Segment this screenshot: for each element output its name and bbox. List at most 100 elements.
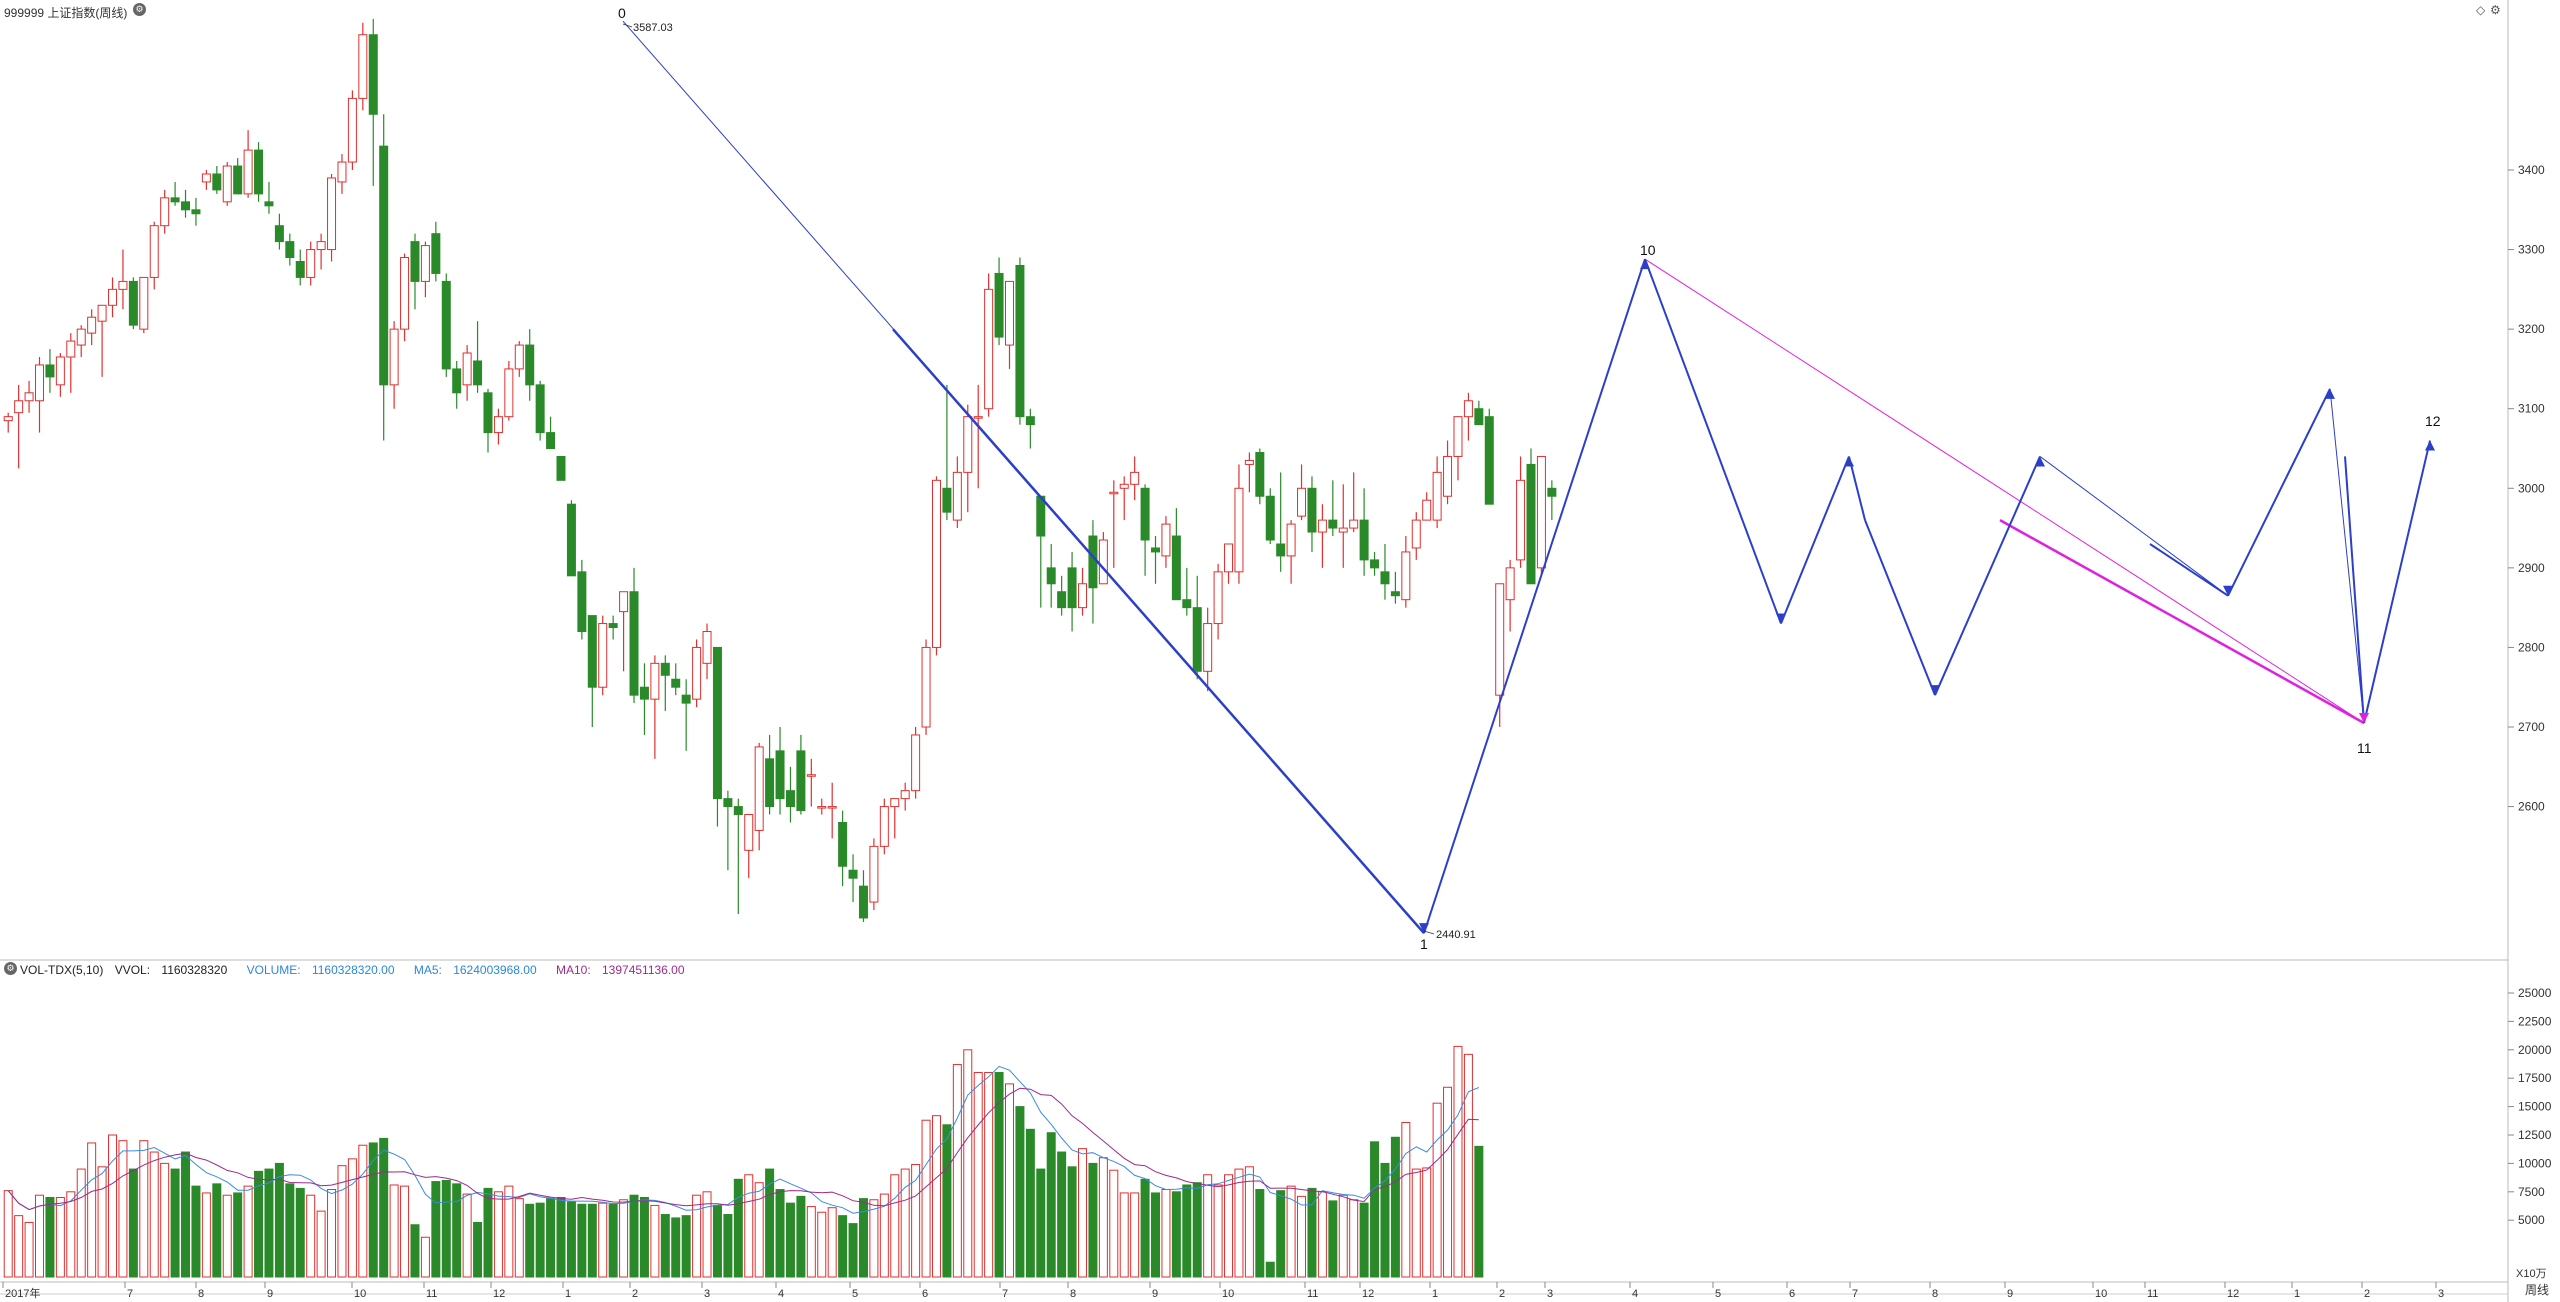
candle <box>170 181 180 206</box>
price-tick-label: 2900 <box>2518 561 2545 575</box>
candle <box>14 384 24 469</box>
wave-line <box>1780 456 1850 624</box>
volume-bar <box>1463 1053 1473 1278</box>
candle <box>963 404 973 513</box>
candle <box>306 241 316 286</box>
candle <box>274 213 284 250</box>
time-tick-label: 11 <box>426 1288 437 1300</box>
volume-bar <box>274 1162 284 1278</box>
candle <box>858 870 868 922</box>
time-tick-label: 10 <box>354 1288 366 1300</box>
candle <box>598 615 608 696</box>
candle <box>577 559 587 640</box>
time-tick-label: 1 <box>565 1288 571 1300</box>
time-tick-label: 5 <box>1715 1288 1721 1300</box>
candle <box>1203 607 1213 692</box>
volume-bar <box>598 1202 608 1278</box>
volume-bar <box>1265 1261 1275 1278</box>
candle <box>201 170 211 190</box>
candle <box>504 360 514 421</box>
candle <box>1463 392 1473 441</box>
volume-bar <box>118 1140 128 1278</box>
volume-bar <box>1276 1190 1286 1278</box>
candle <box>3 412 13 433</box>
wave-label-0: 0 <box>618 5 626 21</box>
candle <box>1505 559 1515 632</box>
volume-settings-icon[interactable]: ⚙ <box>4 962 17 975</box>
candle <box>452 360 462 409</box>
volume-bar <box>452 1183 462 1278</box>
candle <box>420 241 430 298</box>
candle <box>181 189 191 218</box>
volume-bar <box>671 1217 681 1278</box>
time-tick-label: 9 <box>2007 1288 2013 1300</box>
candle <box>1192 575 1202 680</box>
volume-bar <box>1109 1169 1119 1278</box>
volume-bar <box>619 1199 629 1278</box>
wave-label-11: 11 <box>2357 740 2372 756</box>
wave-line <box>2329 388 2365 724</box>
candle <box>316 233 326 270</box>
volume-tick-label: 15000 <box>2518 1100 2552 1114</box>
volume-bar <box>994 1072 1004 1278</box>
candle <box>233 158 243 195</box>
wave-line <box>1644 258 2365 724</box>
volume-bar <box>285 1183 295 1278</box>
period-button[interactable]: 周线 <box>2525 1283 2549 1297</box>
price-tick-label: 2700 <box>2518 720 2545 734</box>
candle <box>87 309 97 346</box>
candle <box>1359 488 1369 576</box>
wave-arrow <box>2325 388 2335 399</box>
volume-bar <box>368 1142 378 1278</box>
price-tick-label: 3200 <box>2518 322 2545 336</box>
volume-tick-label: 7500 <box>2518 1185 2545 1199</box>
volume-bar <box>900 1168 910 1278</box>
candle <box>1025 408 1035 449</box>
candle <box>1234 464 1244 584</box>
wave-line <box>1934 456 2041 696</box>
volume-bar <box>1046 1132 1056 1278</box>
volume-bar <box>243 1185 253 1278</box>
volume-bar <box>1224 1174 1234 1278</box>
candle <box>1224 543 1234 584</box>
volume-indicator-name: VOL-TDX(5,10) <box>20 963 104 977</box>
candle <box>1109 480 1119 568</box>
volume-bar <box>765 1168 775 1278</box>
candle <box>806 758 816 807</box>
volume-bar <box>233 1192 243 1278</box>
period-label: (周线) <box>95 6 128 20</box>
time-tick-label: 4 <box>778 1288 784 1300</box>
candle <box>1286 520 1296 584</box>
volume-bar <box>347 1158 357 1278</box>
volume-bar <box>629 1194 639 1278</box>
ma10-line <box>7 1087 1479 1211</box>
volume-bar <box>1140 1178 1150 1278</box>
wave-line <box>1644 258 1782 624</box>
volume-bar <box>1088 1162 1098 1278</box>
candle <box>347 90 357 170</box>
candle <box>389 321 399 409</box>
candle <box>24 380 34 413</box>
candle <box>1297 464 1307 521</box>
candle <box>1328 480 1338 537</box>
volume-bar <box>108 1134 118 1278</box>
time-tick-label: 8 <box>1932 1288 1938 1300</box>
candle <box>1078 567 1088 616</box>
candle <box>681 679 691 751</box>
volume-bar <box>1474 1145 1484 1278</box>
wave-arrow <box>1640 259 1650 270</box>
price-tick-label: 3300 <box>2518 243 2545 257</box>
volume-bar <box>1443 1086 1453 1278</box>
volume-bar <box>1390 1136 1400 1278</box>
candle <box>1151 536 1161 584</box>
gear-icon[interactable]: ⚙ <box>2490 3 2501 17</box>
volume-bar <box>817 1211 827 1278</box>
candle <box>118 249 128 310</box>
candle <box>785 766 795 823</box>
settings-gear-icon[interactable]: ⚙ <box>133 3 146 16</box>
diamond-icon[interactable]: ◇ <box>2476 3 2486 17</box>
volume-bar <box>264 1168 274 1278</box>
candle <box>1067 551 1077 632</box>
volume-label: VOLUME: <box>246 963 301 977</box>
